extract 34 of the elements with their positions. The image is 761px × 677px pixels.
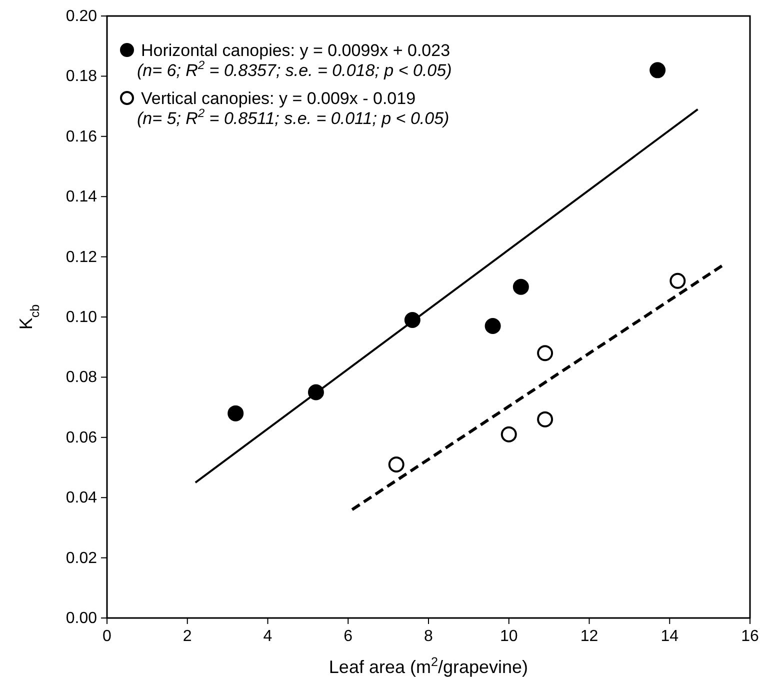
y-tick-label: 0.18 (66, 68, 98, 86)
y-tick-label: 0.00 (66, 610, 98, 627)
y-tick-label: 0.08 (66, 369, 98, 386)
x-tick-label: 4 (263, 628, 272, 645)
x-tick-label: 8 (424, 628, 434, 645)
x-tick-label: 6 (344, 628, 353, 645)
point (388, 456, 404, 472)
x-tick-label: 0 (102, 628, 112, 645)
x-tick-label: 14 (660, 628, 679, 645)
point (228, 405, 244, 422)
y-tick-label: 0.04 (66, 490, 98, 507)
point (512, 278, 529, 295)
annotation: (n= 6; R$^{2}$ = 0.8357; s.e. = 0.018; p < 0.05) (137, 58, 452, 80)
x-tick-label: 12 (580, 628, 598, 645)
point (650, 62, 666, 78)
x-tick-label: 2 (182, 628, 192, 645)
annotation: (n= 5; R$^{2}$ = 0.8511; s.e. = 0.011; p < 0.05) (137, 106, 450, 128)
point (537, 345, 554, 362)
point (670, 272, 686, 289)
point (537, 411, 554, 428)
legend-label: Horizontal canopies: y = 0.0099x + 0.023 (141, 41, 450, 60)
x-axis-title: Leaf area (m$^{2}$/grapevine) (328, 655, 528, 677)
y-tick-label: 0.02 (66, 550, 98, 567)
y-tick-label: 0.12 (66, 248, 98, 266)
y-tick-label: 0.06 (66, 429, 98, 446)
y-tick-label: 0.10 (66, 309, 98, 326)
y-tick-label: 0.14 (66, 188, 98, 206)
point (484, 318, 501, 334)
y-tick-label: 0.16 (66, 128, 98, 146)
x-tick-label: 16 (741, 628, 759, 645)
y-tick-label: 0.20 (66, 8, 98, 25)
x-tick-label: 10 (500, 628, 518, 645)
point (500, 426, 517, 442)
legend-label: Vertical canopies: y = 0.009x - 0.019 (141, 89, 416, 108)
